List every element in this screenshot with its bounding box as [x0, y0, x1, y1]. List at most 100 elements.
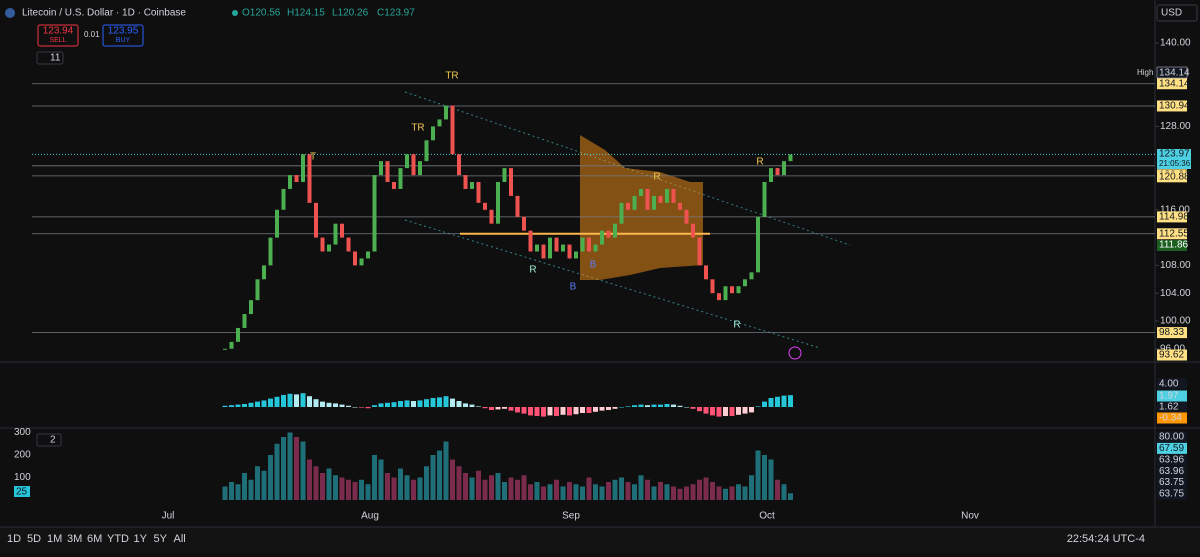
candle — [652, 195, 656, 210]
volume-bar — [404, 475, 410, 500]
volume-tick-label: 200 — [14, 450, 31, 461]
volume-bar — [651, 486, 657, 500]
candle — [788, 154, 793, 162]
candle — [541, 244, 546, 259]
x-tick-label: Aug — [361, 511, 379, 522]
macd-bar — [378, 403, 384, 407]
volume-bar — [417, 477, 423, 500]
candle — [743, 279, 747, 287]
buy-button[interactable] — [102, 24, 144, 47]
volume-bar — [560, 486, 566, 500]
buy-price[interactable]: 123.95 — [108, 26, 139, 37]
rsi-label: 63.96 — [1159, 454, 1184, 465]
timeframe-button[interactable]: 1Y — [134, 533, 148, 545]
timeframe-button[interactable]: 5D — [27, 533, 41, 545]
high-label: 134.14 — [1159, 68, 1190, 79]
macd-bar — [606, 407, 611, 410]
macd-bar — [326, 402, 332, 407]
event-icon[interactable] — [788, 346, 802, 360]
currency[interactable]: USD — [1161, 8, 1182, 19]
candle — [528, 230, 533, 252]
volume-bar — [599, 486, 605, 500]
rsi-tag — [1157, 431, 1187, 443]
timeframe-button[interactable]: YTD — [107, 533, 129, 545]
candle — [782, 161, 786, 176]
signal-marker: TR — [445, 71, 458, 82]
volume-bar — [632, 484, 637, 500]
timeframe-button[interactable]: 3M — [67, 533, 82, 545]
high-text: High — [1137, 68, 1153, 77]
indicator-toggle[interactable] — [36, 433, 62, 447]
currency-button[interactable] — [1156, 4, 1198, 22]
macd-bar — [222, 405, 228, 407]
indicator-count[interactable]: 11 — [50, 53, 61, 64]
candle — [613, 223, 617, 238]
candle — [340, 223, 344, 238]
indicator-toggle[interactable] — [36, 51, 64, 65]
macd-bar — [313, 399, 319, 407]
sell-price[interactable]: 123.94 — [43, 26, 74, 37]
sell-button[interactable] — [37, 24, 79, 47]
candle — [450, 105, 455, 155]
macd-bar — [599, 407, 605, 411]
macd-bar — [255, 401, 260, 407]
candle — [457, 154, 461, 176]
volume-profile — [580, 135, 703, 280]
timeframe-button[interactable]: 6M — [87, 533, 102, 545]
macd-bar — [274, 396, 280, 407]
volume-bar — [515, 479, 520, 500]
ohlc-value: C123.97 — [377, 8, 415, 19]
macd-bar — [684, 407, 689, 408]
volume-bar — [495, 473, 501, 500]
macd-bar — [775, 396, 780, 407]
volume-bar — [638, 475, 644, 500]
volume-bar — [671, 486, 676, 500]
candle — [554, 237, 559, 252]
macd-bar — [287, 393, 293, 407]
volume-bar — [768, 459, 774, 500]
volume-bar — [307, 459, 312, 500]
macd-bar — [677, 405, 683, 407]
volume-bar — [749, 475, 754, 500]
macd-label: 4.00 — [1159, 379, 1179, 390]
timeframe-button[interactable]: 1M — [47, 533, 62, 545]
macd-bar — [450, 398, 455, 407]
buy-label[interactable]: BUY — [116, 37, 131, 44]
volume-tick-label: 300 — [14, 427, 31, 438]
macd-bar — [352, 407, 358, 408]
macd-bar — [502, 407, 507, 409]
macd-bar — [554, 407, 559, 416]
symbol: Litecoin / U.S. Dollar · 1D · Coinbase — [22, 8, 186, 19]
candle — [476, 182, 481, 203]
candle — [775, 168, 780, 176]
volume-bar — [411, 479, 416, 500]
candle — [509, 168, 513, 196]
volume-bar — [690, 484, 696, 500]
macd-bar — [651, 404, 657, 407]
timeframe-button[interactable]: 5Y — [154, 533, 168, 545]
timeframe-button[interactable]: 1D — [7, 533, 21, 545]
signal-marker: TR — [411, 123, 424, 134]
candle — [626, 202, 630, 210]
volume-bar — [443, 441, 449, 500]
macd-bar — [300, 393, 306, 407]
macd-bar — [261, 400, 267, 407]
volume-bar — [482, 479, 488, 500]
candle — [723, 286, 728, 301]
level-tag — [1157, 171, 1187, 183]
level-label: 134.14 — [1159, 78, 1190, 89]
volume-bar — [606, 482, 611, 500]
macd-bar — [333, 403, 338, 407]
volume-indicator-count[interactable]: 2 — [50, 435, 56, 446]
timeframe-button[interactable]: All — [174, 533, 186, 545]
candle — [444, 105, 448, 120]
candle — [645, 188, 650, 210]
volume-bar — [710, 482, 715, 500]
candle — [346, 237, 351, 252]
volume-bar — [313, 466, 319, 500]
sell-label[interactable]: SELL — [49, 37, 66, 44]
candle — [353, 251, 357, 266]
rsi-label: 63.96 — [1159, 466, 1184, 477]
candle — [730, 286, 734, 294]
